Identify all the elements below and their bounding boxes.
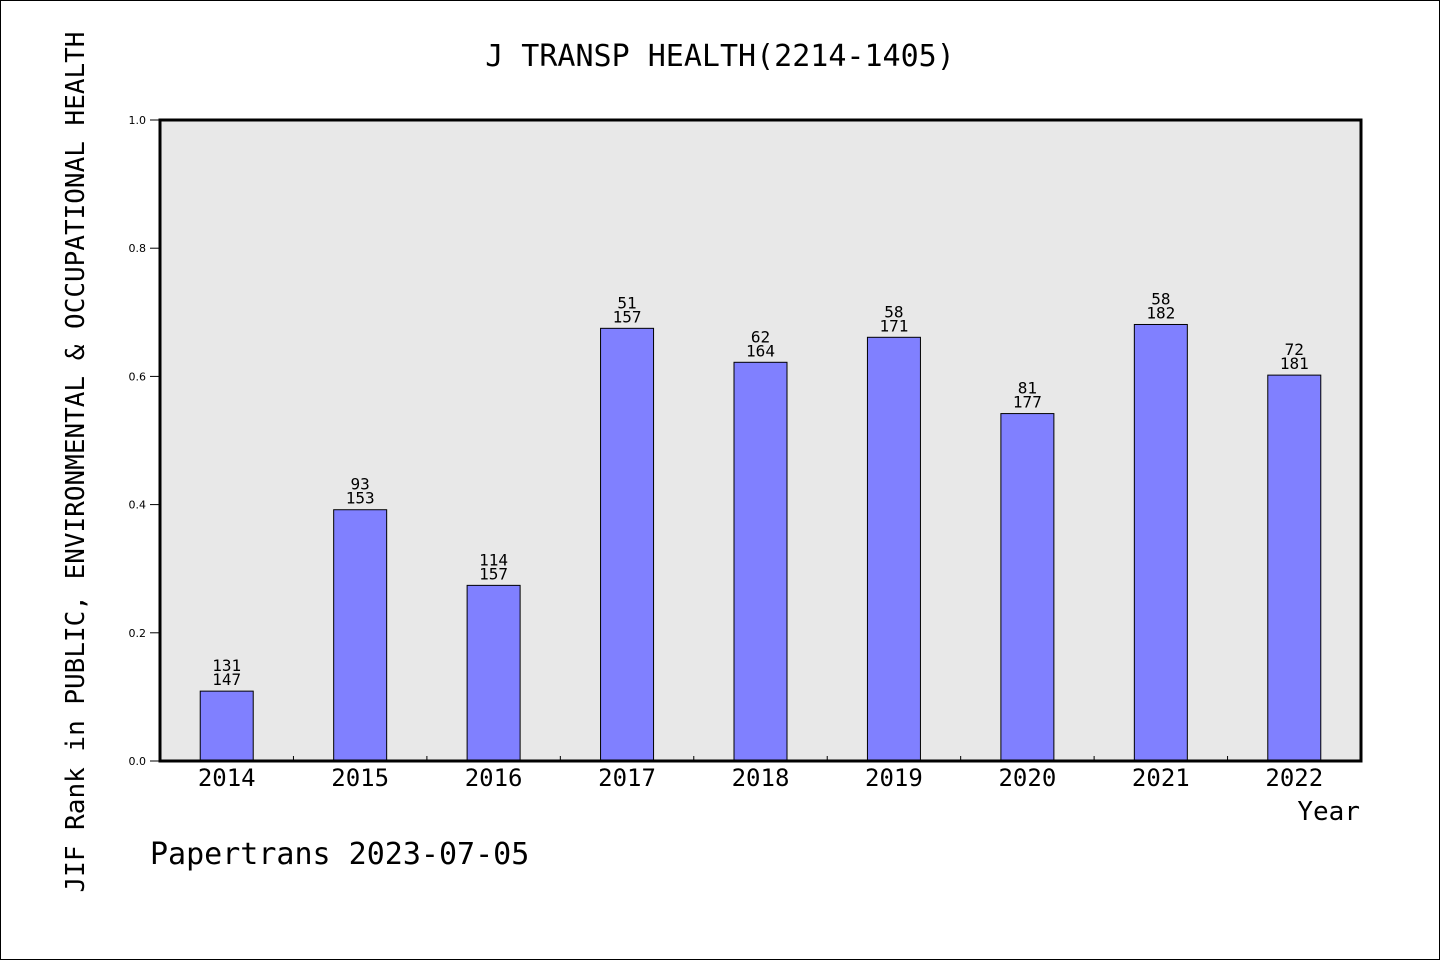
y-axis: 0.0 0.2 0.4 0.6 0.8 1.0 <box>129 114 160 768</box>
x-axis: 2014 2015 2016 2017 2018 2019 2020 2021 2022 <box>198 756 1323 792</box>
x-tick-label-2022: 2022 <box>1265 764 1323 792</box>
x-tick-label-2019: 2019 <box>865 764 923 792</box>
x-tick-label-2014: 2014 <box>198 764 256 792</box>
bar-2016 <box>466 584 521 762</box>
footer-credit: Papertrans 2023-07-05 <box>150 837 529 872</box>
y-tick-label-0.6: 0.6 <box>129 370 147 383</box>
total-label-2014: 147 <box>212 670 241 689</box>
rank-label-2020: 81 <box>1018 379 1037 398</box>
bar-2020 <box>1000 413 1055 762</box>
total-label-2020: 177 <box>1013 393 1042 412</box>
bar-2021 <box>1133 323 1188 762</box>
total-label-2018: 164 <box>746 341 775 360</box>
x-tick-label-2016: 2016 <box>465 764 523 792</box>
bar-2018 <box>733 361 788 762</box>
rank-label-2021: 58 <box>1151 289 1170 308</box>
rank-label-2017: 51 <box>617 293 636 312</box>
chart-title: J TRANSP HEALTH(2214-1405) <box>485 39 955 74</box>
plot-border <box>158 118 1363 763</box>
y-tick-label-1.0: 1.0 <box>129 114 147 127</box>
rank-label-2022: 72 <box>1285 340 1304 359</box>
total-label-2022: 181 <box>1280 354 1309 373</box>
total-label-2017: 157 <box>613 307 642 326</box>
bar-2015 <box>333 509 388 762</box>
total-label-2015: 153 <box>346 489 375 508</box>
x-tick-label-2017: 2017 <box>598 764 656 792</box>
rank-label-2015: 93 <box>351 475 370 494</box>
y-tick-label-0.8: 0.8 <box>129 242 147 255</box>
total-label-2016: 157 <box>479 564 508 583</box>
bar-2022 <box>1267 374 1322 762</box>
bars-group <box>199 323 1322 762</box>
y-tick-label-0.4: 0.4 <box>129 499 147 512</box>
y-tick-label-0.2: 0.2 <box>129 627 147 640</box>
bar-2017 <box>600 327 655 762</box>
rank-label-2014: 131 <box>212 656 241 675</box>
total-label-2019: 171 <box>879 316 908 335</box>
y-axis-label: JIF Rank in PUBLIC, ENVIRONMENTAL & OCCU… <box>61 32 91 893</box>
x-tick-label-2020: 2020 <box>998 764 1056 792</box>
rank-label-2018: 62 <box>751 327 770 346</box>
bar-labels-group: 1311479315311415751157621645817181177581… <box>212 289 1308 689</box>
bar-2014 <box>199 690 254 762</box>
y-tick-label-0.0: 0.0 <box>129 755 147 768</box>
x-tick-label-2021: 2021 <box>1132 764 1190 792</box>
rank-label-2016: 114 <box>479 550 508 569</box>
rank-label-2019: 58 <box>884 302 903 321</box>
bar-2019 <box>866 336 921 762</box>
x-tick-label-2018: 2018 <box>732 764 790 792</box>
x-axis-label: Year <box>1297 797 1360 827</box>
total-label-2021: 182 <box>1146 303 1175 322</box>
x-tick-label-2015: 2015 <box>331 764 389 792</box>
